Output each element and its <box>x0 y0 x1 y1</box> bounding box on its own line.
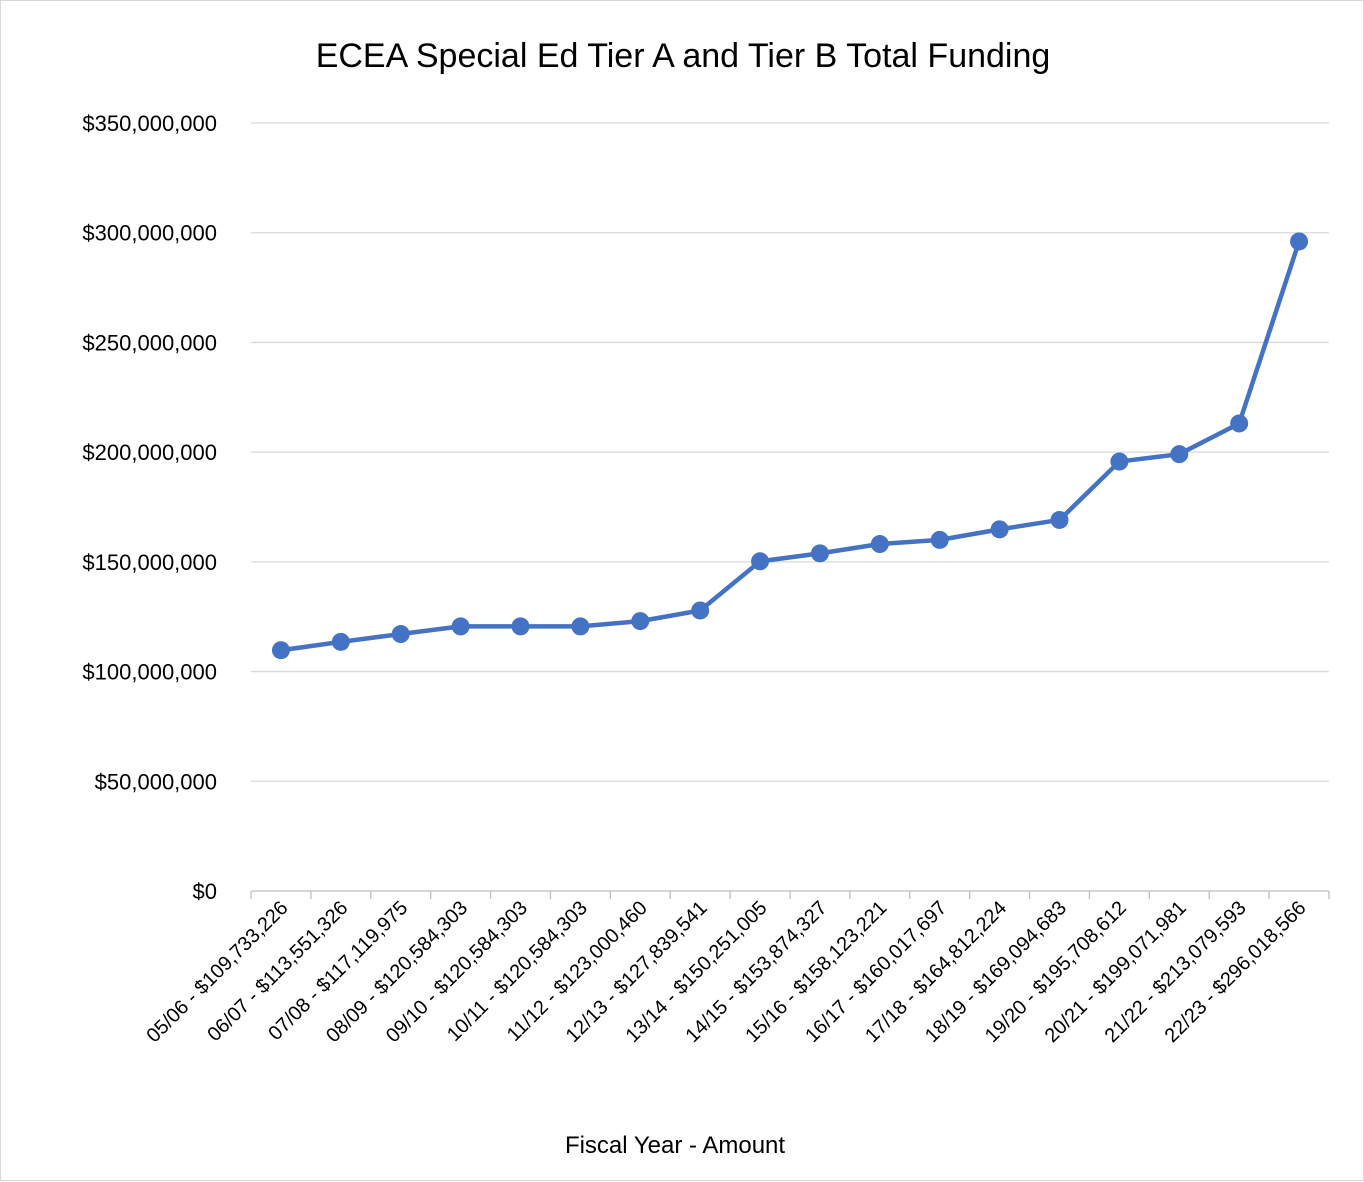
data-point <box>1050 510 1069 529</box>
y-tick-label: $200,000,000 <box>82 440 217 465</box>
series-funding <box>271 232 1309 660</box>
y-tick-label: $300,000,000 <box>82 221 217 246</box>
data-point <box>1170 445 1189 464</box>
data-point <box>271 641 290 660</box>
data-point <box>631 612 650 631</box>
y-tick-label: $150,000,000 <box>82 550 217 575</box>
x-axis-title: Fiscal Year - Amount <box>565 1132 785 1159</box>
data-point <box>810 544 829 563</box>
data-point <box>1290 232 1309 251</box>
y-tick-label: $350,000,000 <box>82 111 217 136</box>
y-tick-label: $250,000,000 <box>82 330 217 355</box>
data-point <box>571 617 590 636</box>
y-tick-label: $100,000,000 <box>82 660 217 685</box>
y-tick-label: $50,000,000 <box>95 769 217 794</box>
gridlines <box>251 122 1329 782</box>
data-point <box>391 625 410 644</box>
data-point <box>990 520 1009 539</box>
data-point <box>331 632 350 651</box>
data-point <box>691 601 710 620</box>
data-point <box>930 530 949 549</box>
series-line <box>278 239 1302 653</box>
y-tick-label: $0 <box>193 879 217 904</box>
data-point <box>751 552 770 571</box>
data-point <box>1110 452 1129 471</box>
data-point <box>1230 414 1249 433</box>
chart-title: ECEA Special Ed Tier A and Tier B Total … <box>316 37 1051 75</box>
data-point <box>511 617 530 636</box>
data-point <box>870 535 889 554</box>
data-point <box>451 617 470 636</box>
y-axis-tick-labels: $0 $50,000,000 $100,000,000 $150,000,000 $20… <box>82 111 217 904</box>
x-axis <box>250 890 1330 899</box>
